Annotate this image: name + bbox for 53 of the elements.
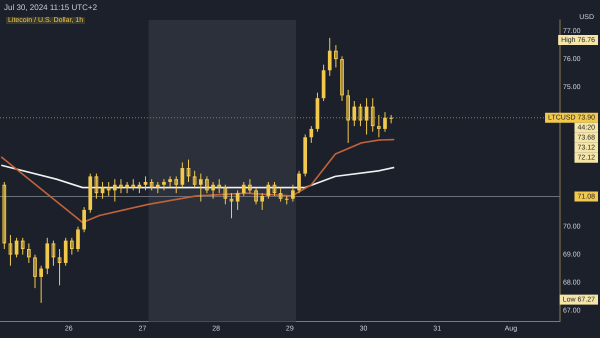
candlestick (39, 265, 43, 304)
candlestick (27, 242, 31, 264)
candlestick (198, 173, 203, 202)
candlestick (377, 114, 381, 138)
candlestick (211, 181, 215, 200)
candlestick (272, 181, 276, 196)
candlestick (52, 240, 56, 266)
candlestick (94, 173, 98, 200)
candlestick (248, 178, 252, 194)
candlestick (352, 100, 356, 127)
candlestick (2, 181, 6, 250)
candlestick (192, 170, 196, 188)
candlestick (346, 89, 350, 144)
candlestick (260, 192, 264, 210)
candlestick (112, 178, 117, 202)
candlestick (180, 162, 184, 188)
candlestick (100, 181, 104, 200)
candlestick (76, 226, 80, 252)
candlestick (236, 190, 240, 210)
candlestick (230, 192, 234, 219)
candlestick (64, 237, 68, 266)
candlestick (33, 254, 37, 289)
candlestick (364, 98, 368, 135)
candlestick (328, 37, 332, 76)
candlestick (82, 206, 86, 233)
candlestick (358, 103, 362, 127)
candlestick (383, 112, 387, 132)
candlestick (168, 176, 172, 188)
candlestick (119, 178, 123, 194)
candlestick (266, 181, 270, 200)
candlestick (370, 98, 375, 132)
candlestick (144, 176, 148, 191)
candlestick (186, 159, 190, 182)
candlestick (20, 237, 25, 256)
candlestick (150, 178, 154, 191)
candlestick (242, 181, 246, 196)
candlestick (174, 176, 178, 194)
candlestick (334, 44, 338, 68)
candlestick (162, 178, 166, 191)
candlestick (297, 170, 301, 194)
candlestick (278, 187, 282, 202)
candlestick (70, 237, 74, 256)
candlestick (340, 56, 344, 102)
candlestick (224, 184, 228, 205)
candlestick (254, 187, 258, 205)
candlestick (58, 248, 62, 286)
candlestick (309, 126, 314, 144)
text: Jul 30, 2024 11:15 UTC+2 (4, 3, 98, 12)
candlestick (8, 234, 12, 266)
candlestick (205, 176, 209, 194)
candlestick (106, 181, 111, 196)
candlestick (14, 237, 18, 258)
candlestick (291, 184, 295, 202)
